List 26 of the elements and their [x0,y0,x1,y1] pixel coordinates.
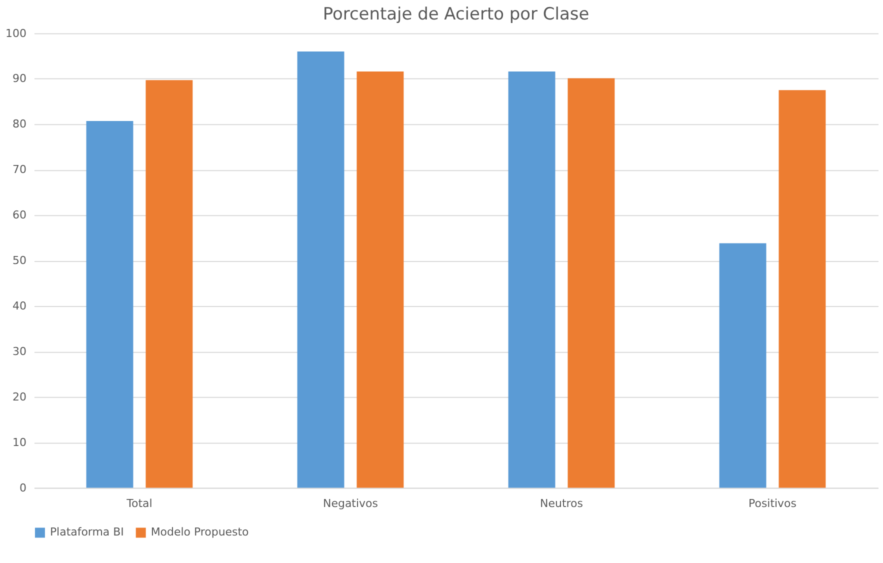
y-tick-label: 80 [12,118,26,131]
chart-title: Porcentaje de Acierto por Clase [322,4,590,24]
y-tick-label: 10 [12,436,26,449]
bar [86,120,134,488]
y-tick-label: 30 [12,344,26,358]
legend-label: Modelo Propuesto [150,526,250,539]
bar [356,71,404,488]
y-tick-label: 20 [12,390,26,404]
y-tick-label: 90 [12,72,26,86]
x-tick-label: Neutros [540,497,584,510]
x-tick-label: Positivos [748,497,797,510]
y-tick-label: 50 [12,254,26,268]
y-tick-label: 70 [12,163,26,176]
bar [568,78,615,488]
y-tick-label: 40 [12,299,26,312]
legend-label: Plataforma BI [50,526,124,539]
bar [508,71,556,488]
y-tick-label: 60 [12,208,26,222]
y-tick-label: 100 [6,26,26,40]
x-tick-label: Negativos [323,497,378,510]
bar [146,80,193,488]
x-tick-label: Total [126,497,152,510]
y-tick-label: 0 [19,481,26,494]
bar [719,243,766,488]
bar [778,90,826,488]
bar [297,51,344,488]
